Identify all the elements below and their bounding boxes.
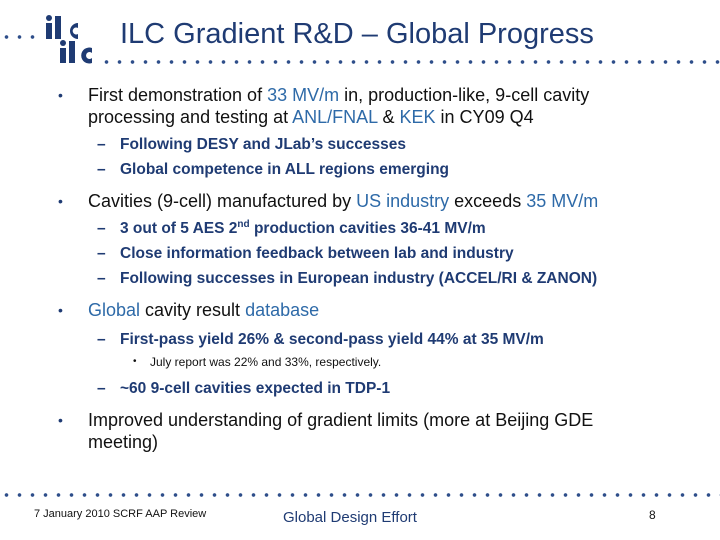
bullet-text: cavity result — [140, 300, 246, 320]
decorative-dots-left — [0, 33, 40, 41]
decorative-dots-top — [100, 58, 720, 66]
slide-content: First demonstration of 33 MV/m in, produ… — [0, 84, 720, 453]
bullet-text: & — [377, 107, 400, 127]
footer-date-event: 7 January 2010 SCRF AAP Review — [34, 508, 207, 520]
decorative-dots-bottom — [0, 491, 720, 499]
bullet-text: in, production-like, 9-cell cavity proce… — [88, 85, 590, 127]
bullet-us-industry: Cavities (9-cell) manufactured by US ind… — [0, 190, 664, 212]
sub-bullet-text: production cavities 36-41 MV/m — [249, 220, 486, 237]
sub-bullet-text: 3 out of 5 AES 2 — [120, 220, 238, 237]
sub-bullet-global-competence: Global competence in ALL regions emergin… — [0, 159, 620, 180]
sub-bullet-aes-cavities: 3 out of 5 AES 2nd production cavities 3… — [0, 218, 620, 239]
highlight-database: database — [245, 300, 320, 320]
highlight-35mvm: 35 MV/m — [526, 191, 599, 211]
superscript: nd — [237, 218, 250, 230]
sub-sub-bullet-july-report: July report was 22% and 33%, respectivel… — [0, 354, 720, 370]
sub-bullet-feedback: Close information feedback between lab a… — [0, 243, 620, 264]
sub-bullet-desy-jlab: Following DESY and JLab’s successes — [0, 134, 620, 155]
slide-title: ILC Gradient R&D – Global Progress — [120, 18, 594, 50]
bullet-gradient-limits: Improved understanding of gradient limit… — [0, 409, 664, 453]
page-number: 8 — [649, 508, 656, 522]
sub-bullet-tdp1: ~60 9-cell cavities expected in TDP-1 — [0, 378, 620, 399]
bullet-text: in CY09 Q4 — [435, 107, 534, 127]
sub-bullet-european-industry: Following successes in European industry… — [0, 268, 620, 289]
highlight-us-industry: US industry — [356, 191, 450, 211]
footer-organization: Global Design Effort — [283, 509, 417, 526]
bullet-text: exceeds — [449, 191, 527, 211]
highlight-kek: KEK — [399, 107, 436, 127]
bullet-text: Cavities (9-cell) manufactured by — [88, 191, 357, 211]
highlight-gradient: 33 MV/m — [267, 85, 340, 105]
bullet-text: First demonstration of — [88, 85, 268, 105]
highlight-global: Global — [88, 300, 141, 320]
sub-bullet-yield: First-pass yield 26% & second-pass yield… — [0, 329, 620, 350]
bullet-global-database: Global cavity result database — [0, 299, 664, 321]
highlight-anl-fnal: ANL/FNAL — [292, 107, 378, 127]
ilc-logo — [46, 15, 92, 64]
bullet-first-demonstration: First demonstration of 33 MV/m in, produ… — [0, 84, 664, 128]
